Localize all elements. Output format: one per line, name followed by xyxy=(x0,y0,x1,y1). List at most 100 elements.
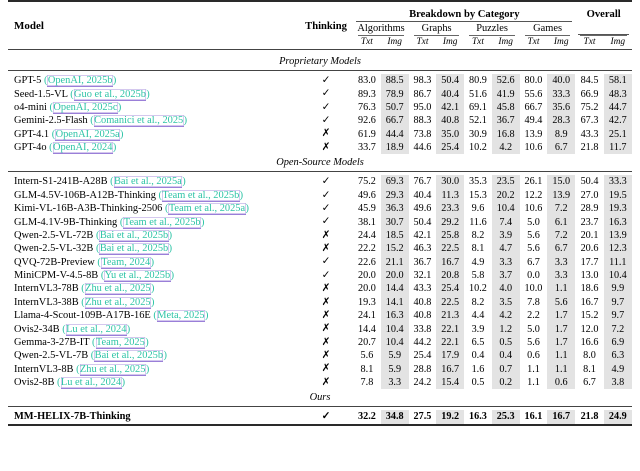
table-row-model-cell: InternVL3-38B (Zhu et al., 2025) xyxy=(8,296,299,309)
score-cell: 4.2 xyxy=(491,140,520,155)
citation-link[interactable]: Yu et al., 2025b xyxy=(104,270,171,283)
cite-open-paren: ( xyxy=(49,101,53,113)
citation-link[interactable]: Zhu et al., 2025 xyxy=(79,363,146,376)
cite-open-paren: ( xyxy=(76,363,80,375)
score-cell: 0.2 xyxy=(491,375,520,390)
score-cell: 19.5 xyxy=(603,188,632,202)
citation-link[interactable]: OpenAI, 2025b xyxy=(47,75,113,88)
score-cell: 1.7 xyxy=(547,335,576,350)
score-cell: 49.6 xyxy=(413,203,432,215)
score-cell: 25.4 xyxy=(413,350,432,362)
score-cell: 7.2 xyxy=(547,202,576,216)
score-cell: 42.7 xyxy=(603,114,632,128)
score-cell: 18.6 xyxy=(580,283,599,295)
section-title-2: Ours xyxy=(309,392,331,404)
model-name: GPT-4o xyxy=(14,142,47,154)
score-cell: 92.6 xyxy=(358,115,376,127)
score-cell: 8.9 xyxy=(547,127,576,141)
cite-close-paren: ) xyxy=(151,283,155,295)
citation-link[interactable]: Bai et al., 2025b xyxy=(99,229,169,242)
cite-open-paren: ( xyxy=(110,176,114,188)
citation-link[interactable]: Team et al., 2025a xyxy=(168,203,246,216)
score-cell: 21.3 xyxy=(436,309,465,323)
thinking-mark: ✓ xyxy=(321,411,331,423)
score-cell: 4.7 xyxy=(491,242,520,256)
thinking-mark: ✓ xyxy=(321,256,331,268)
score-cell: 58.1 xyxy=(603,74,632,88)
cite-open-paren: ( xyxy=(70,88,74,100)
score-cell: 73.8 xyxy=(413,128,432,140)
score-cell: 25.3 xyxy=(491,410,520,425)
score-cell: 12.3 xyxy=(603,242,632,256)
score-cell: 80.0 xyxy=(524,75,543,87)
score-cell: 10.4 xyxy=(603,268,632,283)
score-cell: 15.4 xyxy=(436,375,465,390)
score-cell: 42.1 xyxy=(436,100,465,115)
score-cell: 11.1 xyxy=(603,255,632,269)
score-cell: 3.3 xyxy=(380,375,409,390)
citation-link[interactable]: Bai et al., 2025a xyxy=(113,176,183,189)
citation-link[interactable]: Team et al., 2025b xyxy=(123,216,201,229)
score-cell: 19.3 xyxy=(358,296,376,308)
thinking-mark: ✓ xyxy=(321,74,331,86)
citation-link[interactable]: Bai et al., 2025b xyxy=(99,243,169,256)
table-row-model-cell: Ovis2-34B (Lu et al., 2024) xyxy=(8,322,299,336)
model-name: Qwen-2.5-VL-7B xyxy=(14,350,89,362)
score-cell: 5.6 xyxy=(527,336,540,348)
score-cell: 0.5 xyxy=(491,335,520,350)
citation-link[interactable]: Lu et al., 2024 xyxy=(65,323,127,336)
score-cell: 1.1 xyxy=(527,377,540,389)
score-cell: 75.2 xyxy=(358,176,376,188)
score-cell: 7.4 xyxy=(491,215,520,229)
score-cell: 3.3 xyxy=(547,255,576,269)
model-name: Qwen-2.5-VL-72B xyxy=(14,229,94,241)
citation-link[interactable]: Bai et al., 2025b xyxy=(94,350,164,363)
citation-link[interactable]: Lu et al., 2024 xyxy=(60,377,122,390)
citation-link[interactable]: Guo et al., 2025b xyxy=(73,88,147,101)
score-cell: 20.0 xyxy=(380,268,409,283)
cite-close-paren: ) xyxy=(163,350,167,362)
score-cell: 24.2 xyxy=(413,377,432,389)
header-category-0: Algorithms xyxy=(357,23,405,34)
cite-open-paren: ( xyxy=(90,350,95,362)
citation-link[interactable]: Team, 2024 xyxy=(100,256,151,269)
citation-link[interactable]: Meta, 2025 xyxy=(156,310,205,323)
model-name: Qwen-2.5-VL-32B xyxy=(14,243,94,255)
model-name: Ovis2-34B xyxy=(14,323,60,335)
thinking-mark: ✗ xyxy=(321,229,331,241)
score-cell: 29.2 xyxy=(436,215,465,229)
citation-link[interactable]: Team, 2025 xyxy=(95,336,146,349)
model-name: Llama-4-Scout-109B-A17B-16E xyxy=(14,310,151,322)
citation-link[interactable]: Zhu et al., 2025 xyxy=(84,283,152,296)
score-cell: 0.6 xyxy=(547,375,576,390)
citation-link[interactable]: Comanici et al., 2025 xyxy=(93,115,184,128)
score-cell: 3.3 xyxy=(491,255,520,269)
citation-link[interactable]: OpenAI, 2025c xyxy=(52,101,118,114)
score-cell: 7.8 xyxy=(360,377,374,389)
score-cell: 0.4 xyxy=(471,350,485,362)
header-img-0: Img xyxy=(387,37,402,47)
cite-close-paren: ) xyxy=(117,101,122,113)
table-row-model-cell: Gemma-3-27B-IT (Team, 2025) xyxy=(8,336,299,349)
score-cell: 11.7 xyxy=(603,140,632,155)
score-cell: 1.1 xyxy=(527,363,540,375)
header-txt-3: Txt xyxy=(527,37,540,47)
score-cell: 19.2 xyxy=(436,410,465,425)
score-cell: 75.2 xyxy=(580,101,599,113)
score-cell: 33.7 xyxy=(358,142,376,154)
score-cell: 24.9 xyxy=(603,410,632,425)
score-cell: 20.0 xyxy=(358,283,376,295)
score-cell: 50.4 xyxy=(436,74,465,88)
citation-link[interactable]: Zhu et al., 2025 xyxy=(84,296,152,309)
thinking-mark: ✓ xyxy=(321,101,331,113)
score-cell: 52.6 xyxy=(491,74,520,88)
citation-link[interactable]: OpenAI, 2025a xyxy=(55,128,121,141)
score-cell: 50.4 xyxy=(413,216,432,228)
thinking-mark: ✓ xyxy=(321,115,331,127)
citation-link[interactable]: OpenAI, 2024 xyxy=(52,142,113,155)
score-cell: 14.1 xyxy=(380,295,409,309)
score-cell: 38.1 xyxy=(358,216,376,228)
header-overall: Overall xyxy=(586,9,621,20)
cite-open-paren: ( xyxy=(49,142,53,154)
citation-link[interactable]: Team et al., 2025b xyxy=(162,189,240,202)
